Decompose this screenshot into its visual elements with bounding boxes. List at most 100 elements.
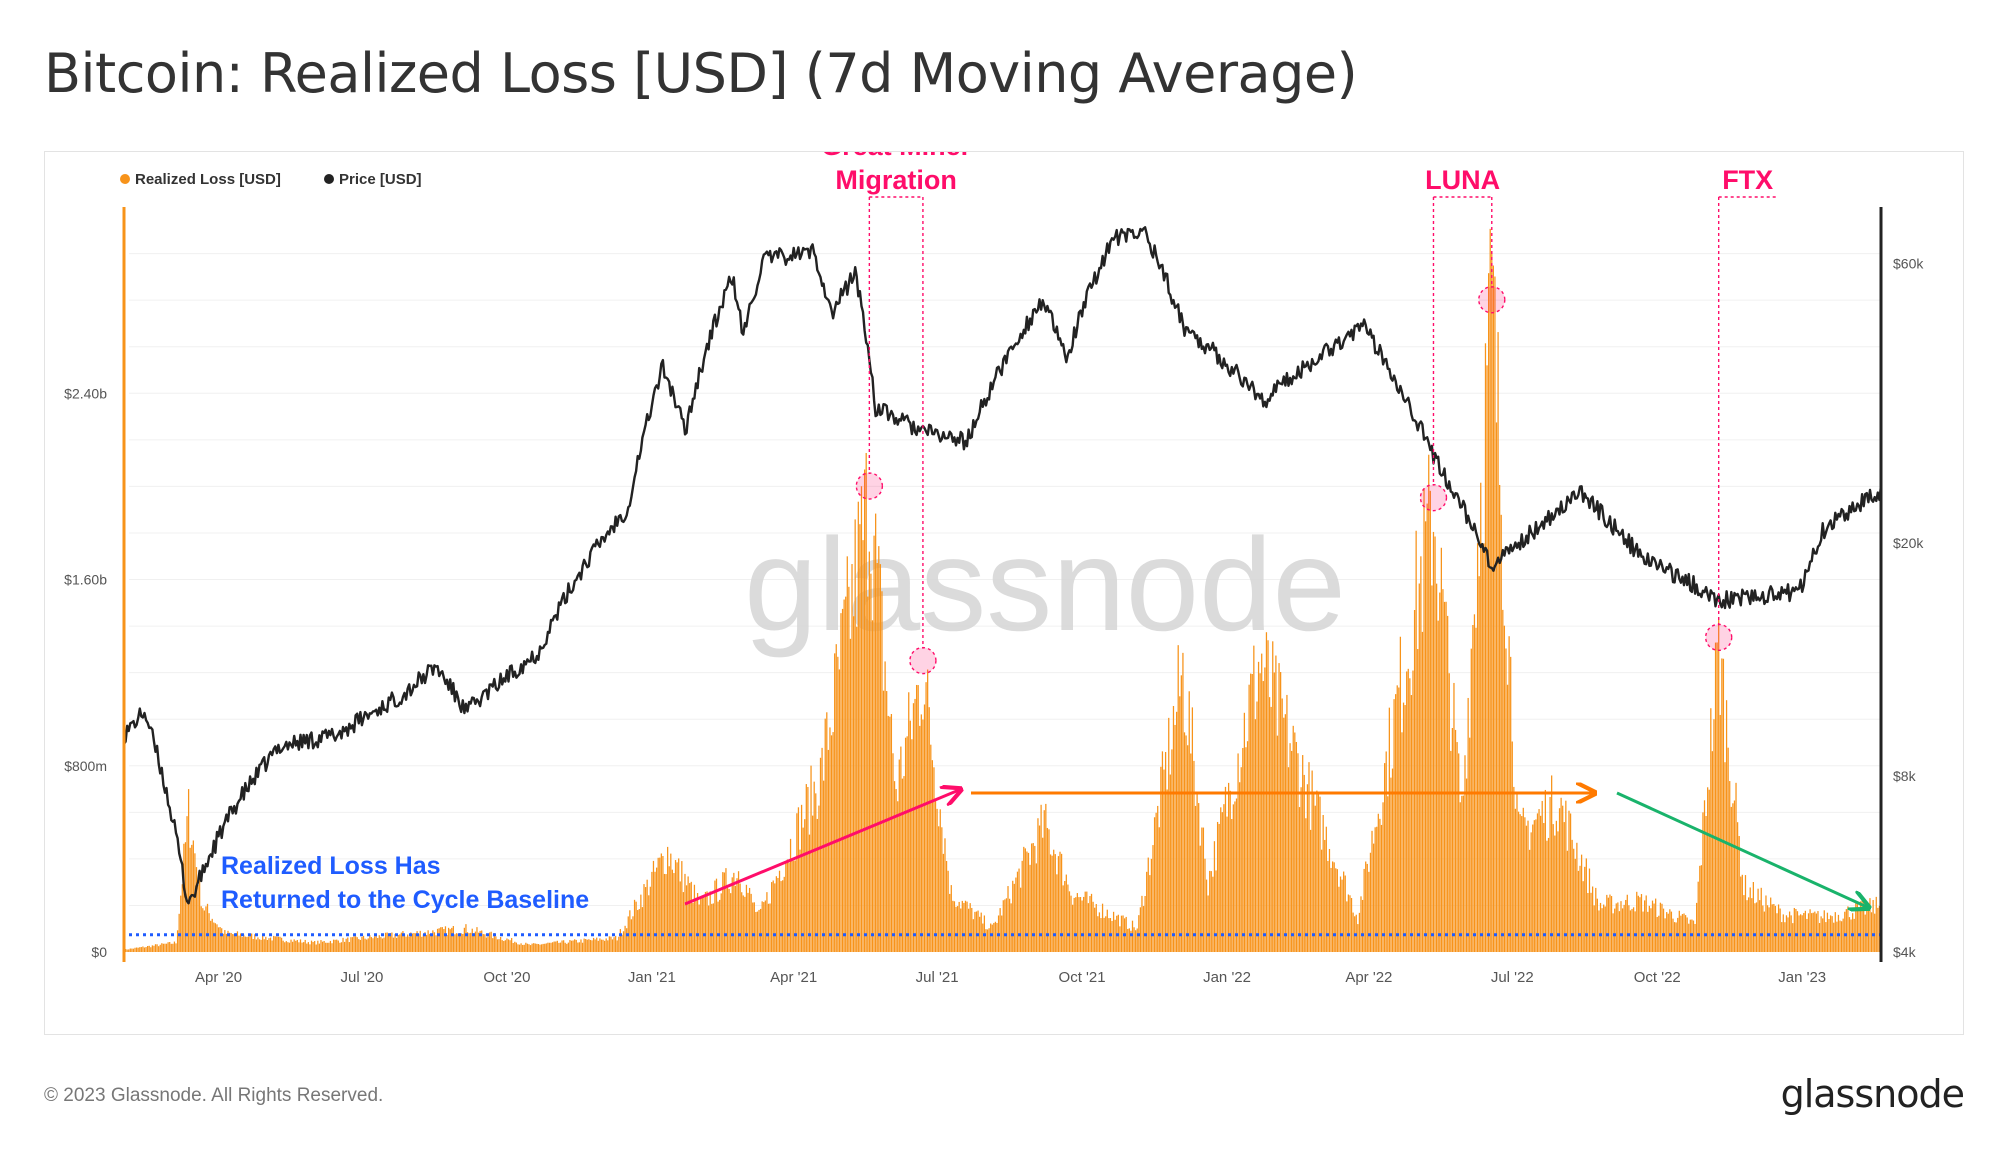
loss-bar [1038, 825, 1041, 952]
loss-bar [1018, 868, 1020, 952]
x-tick-label: Jan '22 [1203, 969, 1251, 986]
loss-bar [610, 936, 612, 952]
loss-bar [451, 927, 453, 952]
loss-bar [148, 945, 150, 952]
loss-bar [785, 862, 787, 952]
loss-bar [764, 900, 766, 952]
loss-bar [767, 903, 770, 952]
loss-bar [1499, 484, 1501, 952]
loss-bar [408, 936, 410, 952]
loss-bar [805, 784, 807, 952]
loss-bar [258, 939, 261, 952]
loss-bar [624, 925, 626, 952]
loss-bar [496, 939, 499, 952]
loss-bar [1503, 625, 1506, 952]
loss-bar [1867, 907, 1870, 952]
loss-bar [1599, 902, 1602, 952]
loss-bar [235, 933, 237, 952]
loss-bar [277, 936, 280, 952]
loss-bar [1413, 610, 1416, 952]
loss-bar [692, 903, 694, 952]
loss-bar [1254, 719, 1257, 952]
x-tick-label: Jul '20 [340, 969, 383, 986]
loss-bar [594, 939, 596, 952]
loss-bar [1257, 661, 1260, 952]
loss-bar [966, 901, 968, 952]
loss-bar [1595, 887, 1597, 952]
loss-bar [1062, 885, 1064, 952]
loss-bar [498, 939, 500, 952]
loss-bar [644, 887, 647, 952]
loss-bar [343, 941, 346, 952]
loss-bar [1762, 905, 1764, 952]
loss-bar [1571, 839, 1573, 952]
loss-bar [342, 937, 344, 952]
loss-bar [654, 871, 656, 952]
loss-bar [1305, 818, 1307, 952]
loss-bar [1834, 912, 1836, 952]
loss-bar [1114, 919, 1116, 952]
loss-bar [1183, 732, 1186, 952]
legend-label: Realized Loss [USD] [135, 171, 281, 188]
loss-bar [518, 944, 521, 952]
loss-bar [1852, 913, 1854, 952]
loss-bar [1387, 796, 1389, 952]
loss-bar [1136, 928, 1138, 952]
loss-bar [698, 904, 700, 952]
loss-bar [615, 935, 617, 952]
loss-bar [1544, 789, 1546, 952]
loss-bar [1798, 915, 1800, 952]
loss-bar [1311, 770, 1313, 952]
loss-bar [1473, 614, 1476, 952]
loss-bar [145, 947, 147, 952]
loss-bar [405, 936, 407, 952]
loss-bar [1662, 908, 1665, 952]
loss-bar [425, 934, 428, 952]
loss-bar [443, 929, 445, 952]
loss-bar [1557, 831, 1559, 952]
loss-bar [255, 939, 257, 952]
loss-bar [586, 939, 588, 952]
loss-bar [1333, 862, 1335, 952]
loss-bar [433, 932, 436, 952]
loss-bar [671, 869, 674, 952]
loss-bar [986, 929, 989, 952]
loss-bar [750, 893, 752, 952]
loss-bar [161, 943, 163, 952]
loss-bar [1853, 918, 1855, 952]
loss-bar [444, 926, 447, 952]
loss-bar [1806, 918, 1808, 952]
loss-bar [1279, 672, 1282, 952]
loss-bar [1790, 915, 1792, 952]
loss-bar [1563, 822, 1565, 952]
loss-bar [1593, 905, 1595, 952]
loss-bar [1231, 819, 1233, 952]
loss-bar [774, 883, 776, 952]
loss-bar [956, 906, 959, 952]
loss-bar [142, 946, 144, 952]
loss-bar [178, 913, 180, 952]
loss-bar [1223, 804, 1225, 952]
loss-bar [558, 942, 560, 952]
loss-bar [1212, 876, 1214, 952]
loss-bar [553, 941, 555, 952]
loss-bar [336, 939, 338, 952]
loss-bar [224, 930, 226, 952]
loss-bar [1078, 897, 1080, 952]
loss-bar [1338, 886, 1340, 952]
loss-bar [1549, 796, 1551, 952]
loss-bar [739, 883, 741, 952]
loss-bar [490, 931, 492, 952]
loss-bar [1368, 871, 1370, 952]
loss-bar [695, 897, 697, 952]
loss-bar [1142, 906, 1145, 952]
loss-bar [1826, 912, 1829, 952]
loss-bar [884, 661, 886, 952]
loss-bar [1216, 821, 1219, 952]
loss-bar [1319, 796, 1321, 952]
loss-bar [1476, 543, 1479, 952]
loss-bar [1681, 914, 1684, 952]
loss-bar [1324, 839, 1326, 952]
loss-bar [1760, 887, 1762, 952]
loss-bar [1146, 871, 1148, 952]
